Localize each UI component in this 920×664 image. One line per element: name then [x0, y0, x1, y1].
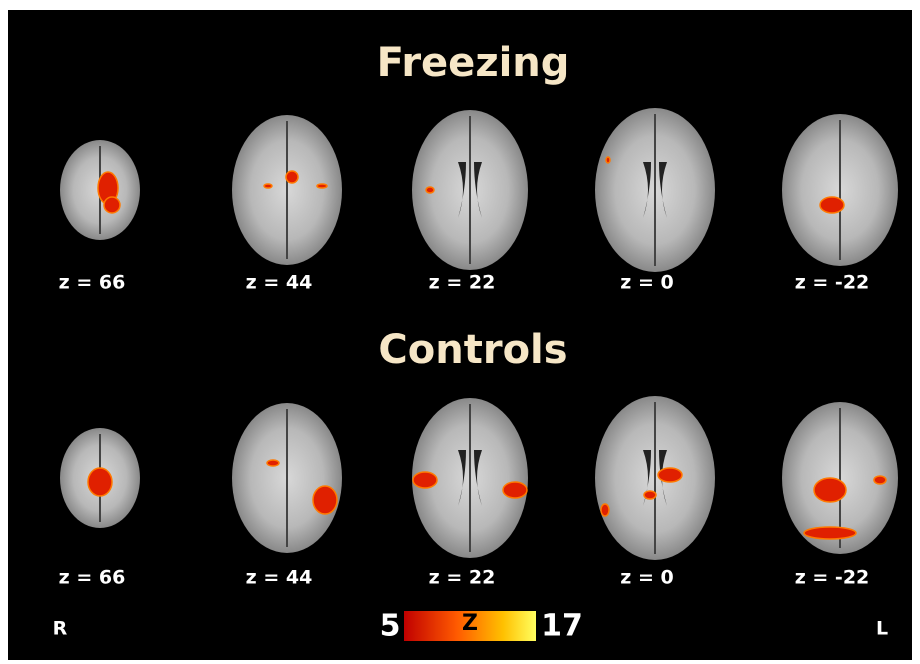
- activation: [503, 482, 527, 498]
- activation: [874, 476, 886, 484]
- activation: [267, 460, 279, 466]
- activation: [606, 157, 610, 163]
- activation: [317, 184, 327, 188]
- slice-label: z = 0: [620, 567, 673, 589]
- activation: [426, 187, 434, 193]
- orientation-right: L: [876, 618, 888, 640]
- activation: [658, 468, 682, 482]
- activation: [286, 171, 298, 183]
- activation: [313, 486, 337, 514]
- activation: [413, 472, 437, 488]
- figure: Freezing z = 66 z = 44 z = 22 z = 0 z = -22 Co…: [0, 0, 920, 664]
- slice-label: z = -22: [795, 567, 870, 589]
- slice-label: z = 44: [246, 272, 313, 294]
- slice-label: z = 22: [429, 567, 496, 589]
- panel-title: Freezing: [377, 40, 570, 86]
- colorbar-min: 5: [380, 609, 401, 644]
- activation: [601, 504, 609, 516]
- activation: [804, 527, 856, 539]
- slice-label: z = 66: [59, 567, 126, 589]
- activation: [264, 184, 272, 188]
- activation: [104, 197, 120, 213]
- slice-label: z = -22: [795, 272, 870, 294]
- activation: [814, 478, 846, 502]
- colorbar-max: 17: [541, 609, 583, 644]
- activation: [820, 197, 844, 213]
- slice-label: z = 44: [246, 567, 313, 589]
- activation: [644, 491, 656, 499]
- slice-label: z = 22: [429, 272, 496, 294]
- activation: [88, 468, 112, 496]
- colorbar-label: Z: [462, 611, 478, 636]
- panel-title: Controls: [378, 327, 567, 373]
- slice-label: z = 66: [59, 272, 126, 294]
- orientation-left: R: [53, 618, 68, 640]
- slice-label: z = 0: [620, 272, 673, 294]
